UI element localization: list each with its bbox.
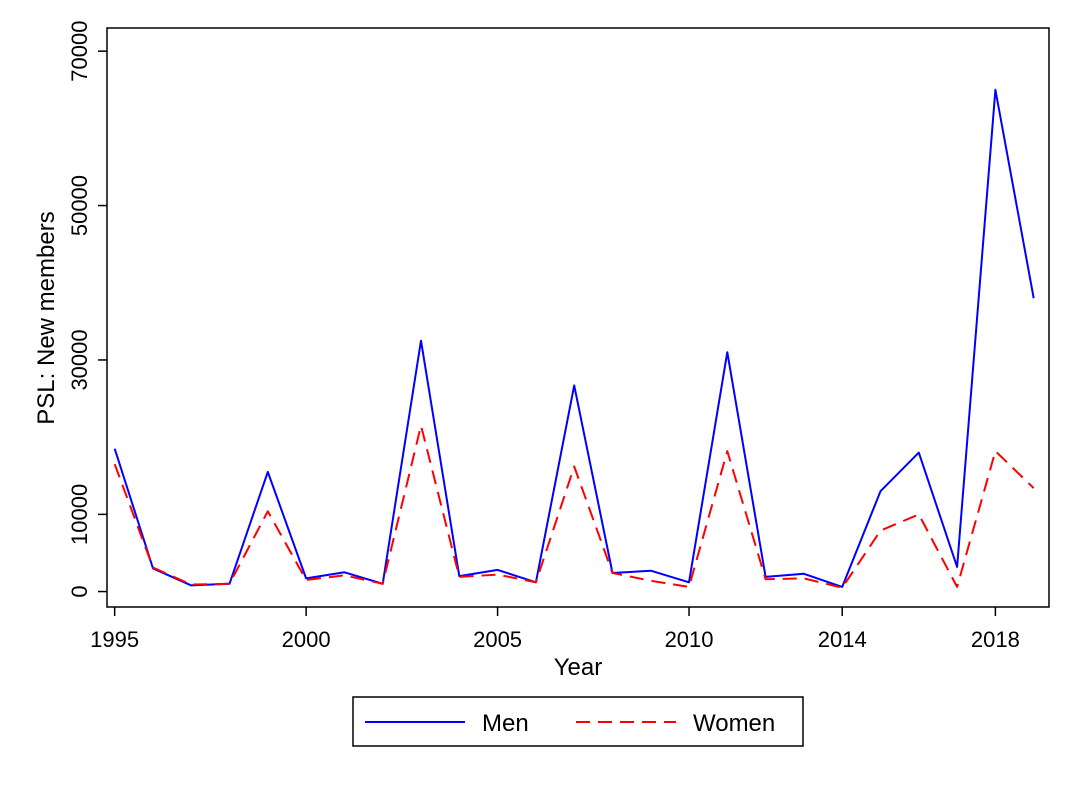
y-tick-label-30000: 30000 — [67, 329, 92, 390]
y-axis-title: PSL: New members — [33, 211, 60, 424]
x-tick-label-2000: 2000 — [282, 627, 331, 652]
legend-label-women: Women — [693, 710, 775, 737]
y-tick-label-10000: 10000 — [67, 484, 92, 545]
x-tick-label-2014: 2014 — [818, 627, 867, 652]
series-lines — [113, 88, 1035, 589]
x-tick-label-2010: 2010 — [665, 627, 714, 652]
y-tick-label-50000: 50000 — [67, 175, 92, 236]
y-axis: 0 10000 30000 50000 70000 — [67, 21, 107, 598]
x-tick-label-2005: 2005 — [473, 627, 522, 652]
series-line-women — [113, 424, 1035, 589]
y-tick-label-70000: 70000 — [67, 21, 92, 82]
series-line-men — [113, 88, 1035, 588]
legend-label-men: Men — [482, 710, 529, 737]
x-tick-label-1995: 1995 — [90, 627, 139, 652]
y-tick-label-0: 0 — [67, 585, 92, 597]
x-tick-label-2018: 2018 — [971, 627, 1020, 652]
x-axis-title: Year — [554, 654, 603, 681]
plot-area — [106, 27, 1050, 608]
x-axis: 1995 2000 2005 2010 2014 2018 — [90, 607, 1020, 652]
legend: Men Women — [352, 696, 804, 747]
